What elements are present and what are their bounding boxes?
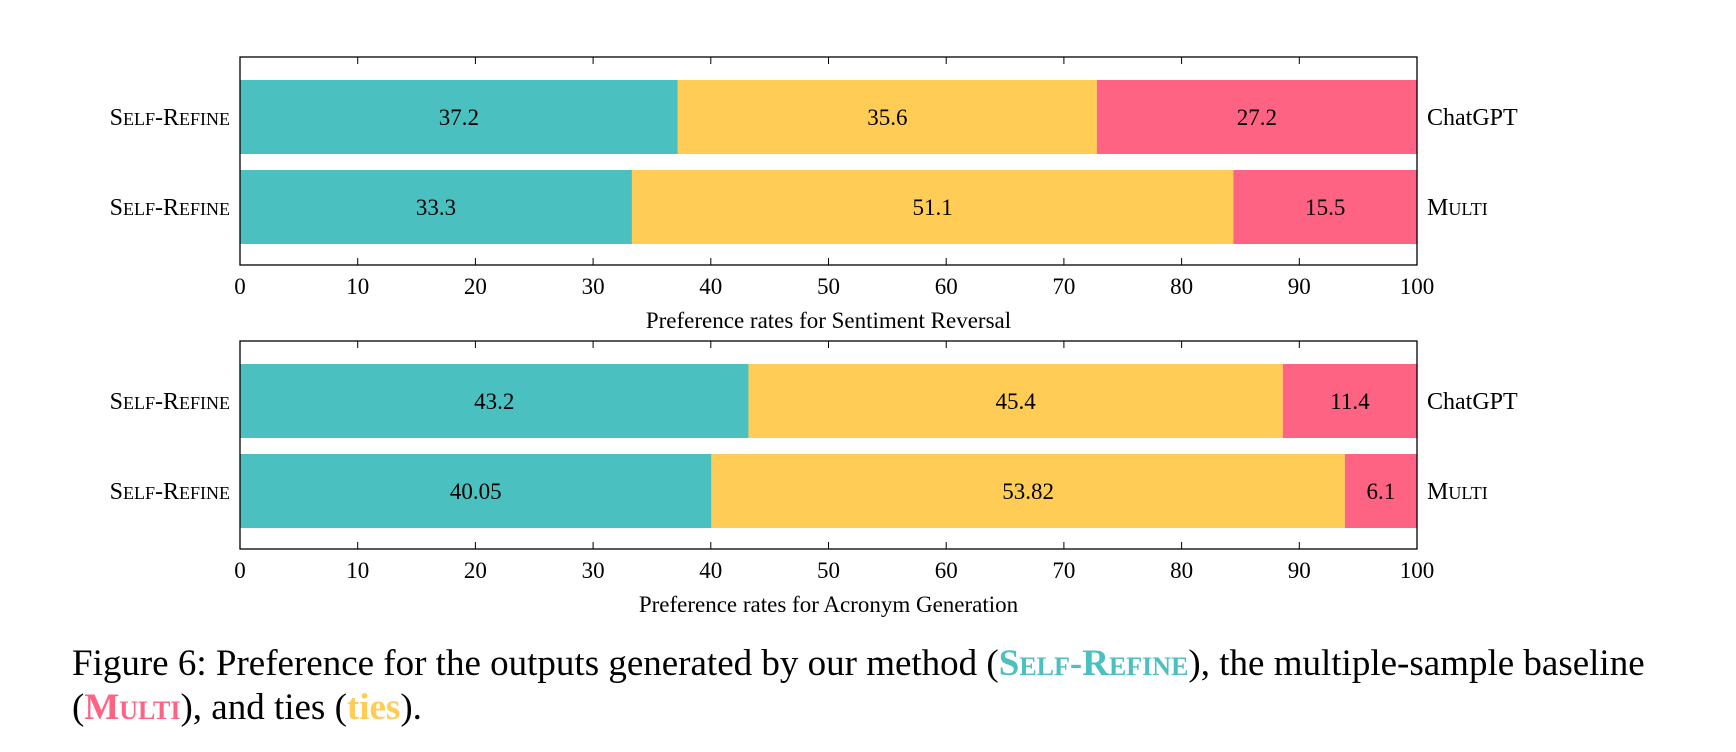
panel-2-tick-label-0: 0 [234,558,246,583]
panel-1-row-2-bar-2 [631,170,1234,244]
panel-2-row-2-bar-3 [1344,454,1417,528]
caption-multi: Multi [84,687,181,728]
panel-1-tick-label-0: 0 [234,274,246,299]
panel-2-tick-label-20: 20 [464,558,487,583]
panel-1-row-2-right-label: MULTI [1427,195,1488,221]
caption-text-1: Figure 6: Preference for the outputs gen… [72,643,999,684]
panel-1-row-2-bar-label-3: 15.5 [1305,195,1345,220]
panel-2-row-1-bar-label-1: 43.2 [474,389,514,414]
panel-1-row-2-bar-1 [240,170,632,244]
panel-2-row-2-bar-2 [711,454,1345,528]
panel-2-tick-label-50: 50 [817,558,840,583]
panel-1-tick-label-80: 80 [1170,274,1193,299]
caption-text-3: ), and ties ( [180,687,347,728]
panel-2-row-1-left-label: SELF-REFINE [110,389,230,415]
caption-self-refine: Self-Refine [998,643,1189,684]
panel-1-row-2-bar-label-1: 33.3 [416,195,456,220]
panel-2-tick-label-100: 100 [1400,558,1435,583]
panel-2-row-1-bar-label-2: 45.4 [996,389,1037,414]
panel-1-tick-label-100: 100 [1400,274,1435,299]
panel-1-tick-label-90: 90 [1288,274,1311,299]
panel-1-row-1-bar-label-1: 37.2 [439,105,479,130]
panel-2-tick-label-10: 10 [346,558,369,583]
panel-2-row-2-left-label: SELF-REFINE [110,479,230,505]
panel-1-row-2-bar-3 [1233,170,1417,244]
caption-text-2: ), the multiple-sample baseline ( [72,643,1645,728]
panel-1-row-1-left-label: SELF-REFINE [110,105,230,131]
panel-2-row-2-bar-label-1: 40.05 [450,479,502,504]
panel-1-row-1-bar-label-2: 35.6 [867,105,907,130]
panel-1-tick-label-10: 10 [346,274,369,299]
panel-1-x-axis-label: Preference rates for Sentiment Reversal [646,308,1011,333]
panel-1-row-2-bar-label-2: 51.1 [913,195,953,220]
panel-2-tick-label-70: 70 [1052,558,1075,583]
panel-1-tick-label-20: 20 [464,274,487,299]
panel-2-x-axis-label: Preference rates for Acronym Generation [639,592,1019,617]
panel-2-row-2-right-label: MULTI [1427,479,1488,505]
panel-2-row-1-bar-1 [240,364,749,438]
panel-1-tick-label-40: 40 [699,274,722,299]
panel-1-tick-label-60: 60 [935,274,958,299]
panel-2-tick-label-60: 60 [935,558,958,583]
panel-2-tick-label-80: 80 [1170,558,1193,583]
figure-caption: Figure 6: Preference for the outputs gen… [72,642,1712,730]
panel-2-row-1-bar-label-3: 11.4 [1330,389,1370,414]
panel-1-row-1-bar-3 [1096,80,1417,154]
panel-1-row-1-bar-label-3: 27.2 [1237,105,1277,130]
panel-1-tick-label-30: 30 [582,274,605,299]
panel-2-tick-label-30: 30 [582,558,605,583]
panel-2-row-2-bar-label-3: 6.1 [1367,479,1396,504]
panel-2-tick-label-90: 90 [1288,558,1311,583]
panel-1-row-1-bar-1 [240,80,678,154]
panel-1-row-1-right-label: ChatGPT [1427,105,1518,131]
panel-2-row-2-bar-1 [240,454,712,528]
panel-1-tick-label-50: 50 [817,274,840,299]
caption-ties: ties [346,687,401,728]
panel-2-row-1-right-label: ChatGPT [1427,389,1518,415]
panel-1-row-2-left-label: SELF-REFINE [110,195,230,221]
panel-2-row-1-bar-3 [1282,364,1417,438]
caption-text-4: ). [400,687,422,728]
panel-1-row-1-bar-2 [677,80,1097,154]
panel-1-tick-label-70: 70 [1052,274,1075,299]
panel-2-row-2-bar-label-2: 53.82 [1002,479,1054,504]
panel-2-tick-label-40: 40 [699,558,722,583]
panel-2-row-1-bar-2 [748,364,1283,438]
